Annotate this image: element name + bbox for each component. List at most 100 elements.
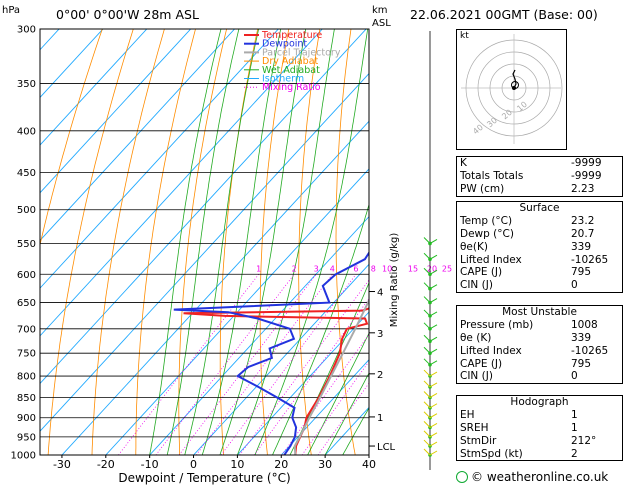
wet-adiabat-line (342, 407, 369, 455)
dry-adiabat-line (47, 29, 134, 455)
mixing-ratio-axis-label: Mixing Ratio (g/kg) (389, 233, 400, 328)
dry-adiabat-line (372, 5, 399, 455)
mixing-ratio-label: 8 (371, 264, 376, 273)
legend-label: Mixing Ratio (262, 82, 321, 93)
wind-barb (423, 346, 438, 354)
index-row-pw: PW (cm) 2.23 (457, 183, 622, 196)
dry-adiabat-line (335, 29, 356, 455)
hodo-value: 1 (571, 408, 578, 421)
hodograph-unit-label: kt (460, 31, 469, 41)
hodograph-origin (512, 86, 516, 90)
hodo-value: 2 (571, 447, 578, 460)
plot-frame (39, 28, 370, 456)
wind-barb (423, 401, 438, 409)
mixing-ratio-line (301, 360, 369, 455)
hodo-label: EH (460, 408, 475, 421)
wind-barb (423, 237, 438, 245)
mu-label: θe (K) (460, 331, 492, 344)
wet-adiabat-line (307, 332, 369, 455)
dry-adiabat-line (135, 29, 196, 455)
hodo-value: 1 (571, 421, 578, 434)
km-tick-label: LCL (377, 442, 396, 453)
mixing-ratio-label: 3 (314, 264, 319, 273)
surface-value: 339 (571, 240, 592, 253)
x-tick-label: 30 (318, 458, 332, 471)
isotherm-line (236, 311, 369, 455)
isotherm-line (40, 72, 369, 432)
pressure-tick-label: 650 (17, 298, 36, 309)
isotherm-line (40, 29, 192, 194)
mixing-ratio-label: 2 (292, 264, 297, 273)
surface-label: Temp (°C) (460, 214, 513, 227)
surface-label: Dewp (°C) (460, 227, 514, 240)
mu-label: CAPE (J) (460, 357, 503, 370)
index-label: K (460, 157, 467, 169)
pressure-tick-label: 400 (17, 126, 36, 137)
plot-area (40, 5, 399, 455)
surface-value: -10265 (571, 253, 609, 266)
legend-label: Parcel Trajectory (262, 47, 341, 58)
isotherm-line (40, 29, 104, 99)
mixing-ratio-line (281, 333, 369, 455)
pressure-tick-label: 450 (17, 168, 36, 179)
mu-value: -10265 (571, 344, 609, 357)
mu-value: 339 (571, 331, 592, 344)
x-tick-label: -20 (97, 458, 115, 471)
x-tick-label: 40 (362, 458, 376, 471)
km-tick-label: 4 (377, 288, 383, 299)
most-unstable-table: Most Unstable Pressure (mb) 1008 θe (K) 33… (456, 305, 623, 385)
pressure-tick-label: 800 (17, 372, 36, 383)
mixing-ratio-label: 20 (427, 264, 437, 273)
index-value: -9999 (571, 157, 602, 169)
surface-value: 0 (571, 279, 578, 292)
index-row-totals: Totals Totals -9999 (457, 170, 622, 183)
pressure-tick-label: 500 (17, 205, 36, 216)
isotherm-line (280, 359, 369, 455)
dry-adiabat-line (91, 29, 165, 455)
hodo-value: 212° (571, 434, 597, 447)
pressure-tick-label: 700 (17, 324, 36, 335)
pressure-tick-label: 300 (17, 25, 36, 36)
weatheronline-logo-icon (456, 470, 468, 483)
mixing-ratio-label: 6 (353, 264, 358, 273)
index-row-k: K -9999 (457, 157, 622, 170)
dry-adiabat-line (40, 29, 103, 247)
mu-value: 795 (571, 357, 592, 370)
pressure-tick-label: 750 (17, 349, 36, 360)
mu-label: Pressure (mb) (460, 318, 534, 331)
index-label: PW (cm) (460, 182, 505, 195)
isotherm-line (40, 29, 60, 51)
isotherm-line (40, 29, 279, 289)
wind-barb (423, 439, 438, 447)
isotherm-line (40, 29, 367, 385)
wind-barb (423, 369, 438, 377)
footer-credit: © weatheronline.co.uk (456, 470, 608, 484)
mu-label: CIN (J) (460, 370, 493, 383)
hodograph-trace (512, 69, 517, 89)
km-tick-label: 1 (377, 413, 383, 424)
isotherm-line (149, 215, 369, 455)
surface-value: 20.7 (571, 227, 595, 240)
mixing-ratio-line (155, 274, 295, 455)
wind-barb (423, 334, 438, 342)
wet-adiabat-line (272, 203, 369, 455)
mu-label: Lifted Index (460, 344, 522, 357)
indices-table: K -9999 Totals Totals -9999 PW (cm) 2.23 (456, 156, 623, 197)
pressure-tick-label: 950 (17, 432, 36, 443)
mu-value: 0 (571, 370, 578, 383)
x-tick-label: 10 (230, 458, 244, 471)
hodograph-table-title: Hodograph (510, 396, 569, 408)
isotherm-line (193, 263, 369, 455)
wind-barb (423, 267, 438, 275)
x-axis-label: Dewpoint / Temperature (°C) (118, 471, 290, 485)
pressure-tick-label: 550 (17, 239, 36, 250)
wet-adiabat-line (184, 29, 260, 455)
legend-label: Wet Adiabat (262, 65, 320, 76)
x-tick-label: -10 (141, 458, 159, 471)
surface-value: 795 (571, 266, 592, 279)
isotherm-line (40, 29, 148, 146)
km-axis-asl-label: ASL (372, 18, 391, 29)
surface-label: CIN (J) (460, 279, 493, 292)
surface-label: CAPE (J) (460, 266, 503, 279)
